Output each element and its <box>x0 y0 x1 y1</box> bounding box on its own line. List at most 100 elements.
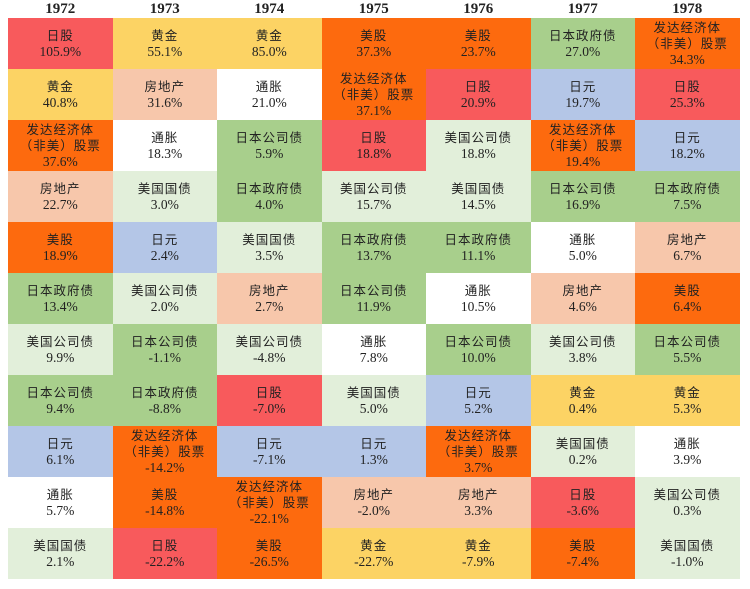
return-value: 22.7% <box>42 196 78 212</box>
year-header: 1976 <box>463 1 494 17</box>
asset-return-cell: 通胀 7.8% <box>321 324 426 375</box>
year-column: 日本政府债 27.0% 日元 19.7% 发达经济体 （非美）股票 19.4% 日本公司债 16… <box>530 18 635 579</box>
asset-label: 发达经济体 （非美）股票 <box>542 121 624 153</box>
asset-label: 日本公司债 <box>26 384 94 400</box>
asset-label: 美国公司债 <box>130 282 199 298</box>
asset-return-cell: 黄金 5.3% <box>635 375 740 426</box>
year-column: 黄金 55.1% 房地产 31.6% 通胀 18.3% 美国国债 3.0% 日元 2.4% 美国公司… <box>112 18 217 579</box>
asset-return-cell: 日本政府债 -8.8% <box>112 375 217 426</box>
asset-return-cell: 日本政府债 4.0% <box>217 171 322 222</box>
year-header: 1972 <box>45 1 76 17</box>
return-value: 5.0% <box>359 400 388 416</box>
asset-label: 美股 <box>673 282 701 298</box>
asset-label: 房地产 <box>353 486 394 502</box>
year-header: 1975 <box>358 1 389 17</box>
return-value: 9.4% <box>46 400 75 416</box>
asset-label: 通胀 <box>673 435 701 451</box>
return-value: 27.0% <box>565 43 601 59</box>
return-value: 85.0% <box>251 43 287 59</box>
asset-return-cell: 房地产 4.6% <box>530 273 635 324</box>
asset-label: 美国公司债 <box>653 486 721 502</box>
asset-label: 通胀 <box>569 231 597 247</box>
return-value: 0.2% <box>568 451 597 467</box>
return-value: 19.4% <box>565 153 601 169</box>
asset-label: 美国公司债 <box>235 333 303 349</box>
asset-label: 黄金 <box>673 384 701 400</box>
asset-label: 发达经济体 （非美）股票 <box>19 121 101 153</box>
asset-label: 日本政府债 <box>130 384 199 400</box>
asset-label: 房地产 <box>562 282 603 298</box>
asset-return-cell: 美国公司债 18.8% <box>426 120 531 171</box>
return-value: 4.6% <box>568 298 597 314</box>
asset-label: 美国国债 <box>555 435 610 451</box>
year-column: 日股 105.9% 黄金 40.8% 发达经济体 （非美）股票 37.6% 房地产 22.7% 美… <box>8 18 113 579</box>
asset-return-cell: 美国公司债 0.3% <box>635 477 740 528</box>
return-value: 18.2% <box>669 145 705 161</box>
return-value: 13.4% <box>42 298 78 314</box>
year-header: 1977 <box>567 1 598 17</box>
asset-return-cell: 房地产 6.7% <box>635 222 740 273</box>
asset-label: 日本公司债 <box>130 333 199 349</box>
asset-return-cell: 日股 18.8% <box>321 120 426 171</box>
asset-return-cell: 通胀 21.0% <box>217 69 322 120</box>
asset-return-cell: 日元 19.7% <box>530 69 635 120</box>
asset-label: 房地产 <box>144 78 185 94</box>
asset-label: 黄金 <box>151 27 179 43</box>
asset-return-cell: 美股 -14.8% <box>112 477 217 528</box>
return-value: -2.0% <box>357 502 391 518</box>
asset-return-cell: 日本公司债 5.9% <box>217 120 322 171</box>
asset-label: 日本政府债 <box>339 231 408 247</box>
return-value: 2.0% <box>150 298 179 314</box>
asset-return-cell: 发达经济体 （非美）股票 3.7% <box>426 426 531 477</box>
return-value: 11.1% <box>461 247 496 263</box>
asset-label: 日本政府债 <box>444 231 512 247</box>
asset-return-cell: 通胀 10.5% <box>426 273 531 324</box>
asset-return-cell: 日股 20.9% <box>426 69 531 120</box>
asset-return-cell: 日股 -7.0% <box>217 375 322 426</box>
returns-quilt-table: 1972 1973 1974 1975 1976 1977 1978 日股 105… <box>8 0 740 579</box>
asset-label: 房地产 <box>457 486 499 502</box>
return-value: 34.3% <box>669 51 705 67</box>
return-value: 3.7% <box>464 459 493 475</box>
return-value: 0.3% <box>673 502 702 518</box>
asset-return-cell: 日本政府债 11.1% <box>426 222 531 273</box>
asset-return-cell: 美国国债 -1.0% <box>635 528 740 579</box>
return-value: 2.1% <box>46 553 75 569</box>
asset-label: 房地产 <box>666 231 708 247</box>
asset-return-cell: 美国国债 2.1% <box>8 528 113 579</box>
asset-label: 日股 <box>46 27 74 43</box>
return-value: 23.7% <box>460 43 496 59</box>
return-value: 40.8% <box>42 94 78 110</box>
asset-label: 日本公司债 <box>339 282 408 298</box>
asset-label: 房地产 <box>248 282 290 298</box>
return-value: 10.5% <box>460 298 496 314</box>
asset-label: 通胀 <box>360 333 388 349</box>
asset-label: 通胀 <box>464 282 492 298</box>
return-value: 20.9% <box>460 94 496 110</box>
year-header: 1973 <box>149 1 180 17</box>
asset-label: 房地产 <box>39 180 81 196</box>
return-value: -4.8% <box>252 349 286 365</box>
return-value: -7.4% <box>566 553 600 569</box>
return-value: 18.3% <box>147 145 183 161</box>
return-value: 5.9% <box>255 145 284 161</box>
return-value: 6.7% <box>673 247 702 263</box>
asset-return-cell: 通胀 18.3% <box>112 120 217 171</box>
return-value: 6.1% <box>46 451 75 467</box>
asset-return-cell: 美国国债 14.5% <box>426 171 531 222</box>
year-column: 美股 37.3% 发达经济体 （非美）股票 37.1% 日股 18.8% 美国公司债 15.7%… <box>321 18 426 579</box>
asset-return-cell: 黄金 -22.7% <box>321 528 426 579</box>
asset-label: 黄金 <box>360 537 388 553</box>
return-value: -7.1% <box>252 451 286 467</box>
return-value: -8.8% <box>148 400 182 416</box>
asset-return-cell: 发达经济体 （非美）股票 -22.1% <box>217 477 322 528</box>
return-value: 5.7% <box>46 502 75 518</box>
asset-label: 日本政府债 <box>653 180 721 196</box>
asset-return-cell: 日本政府债 27.0% <box>530 18 635 69</box>
asset-return-cell: 美国公司债 3.8% <box>530 324 635 375</box>
return-value: 10.0% <box>460 349 496 365</box>
asset-label: 美股 <box>255 537 283 553</box>
asset-label: 美国公司债 <box>548 333 617 349</box>
return-value: 25.3% <box>669 94 705 110</box>
asset-return-cell: 日本公司债 -1.1% <box>112 324 217 375</box>
